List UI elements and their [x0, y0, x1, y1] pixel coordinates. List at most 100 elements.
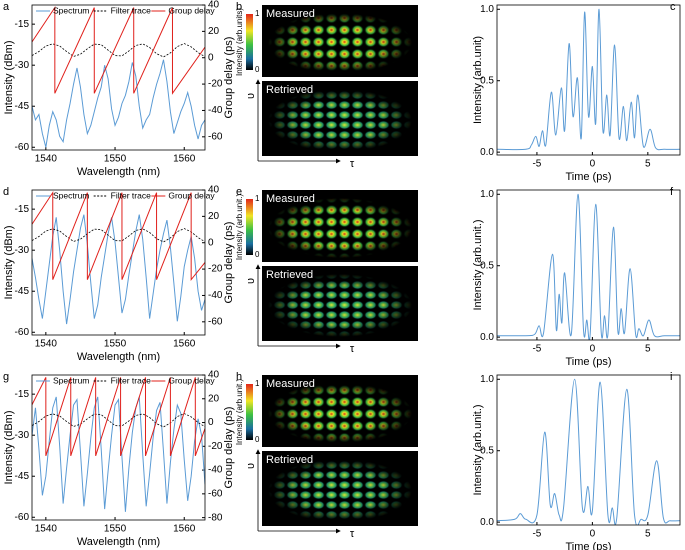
- plot-frame: [31, 4, 206, 151]
- x-tick-label: 1540: [35, 524, 58, 535]
- x-tick-label: 0: [590, 344, 596, 355]
- y2-tick-label: -20: [208, 441, 223, 452]
- y2-axis-label: Group delay (ps): [223, 37, 235, 119]
- y-tick-label: 0.0: [480, 517, 494, 528]
- y-tick-label: 1.0: [480, 4, 494, 15]
- series-group: [497, 378, 680, 525]
- x-tick-label: 0: [590, 159, 596, 170]
- y-tick-label: -60: [15, 327, 30, 338]
- legend-label: Filter trace: [111, 375, 151, 385]
- x-tick-label: 5: [645, 159, 651, 170]
- x-tick-label: 1550: [104, 339, 127, 350]
- x-axis-label: Wavelength (nm): [77, 166, 160, 178]
- panel-label: c: [670, 1, 676, 13]
- legend-label: Group delay: [168, 190, 215, 200]
- legend-label: Spectrum: [53, 375, 89, 385]
- y-tick-label: 1.0: [480, 189, 494, 200]
- series-line: [32, 228, 205, 243]
- y2-axis-label: Group delay (ps): [223, 407, 235, 489]
- y-axis-label: Intensity (dBm): [3, 411, 15, 485]
- x-tick-label: 1560: [173, 339, 196, 350]
- y-tick-label: -45: [15, 101, 30, 112]
- y2-tick-label: 20: [208, 26, 220, 37]
- series-line: [32, 59, 205, 148]
- y2-tick-label: 20: [208, 393, 220, 404]
- plot-frame: [31, 374, 206, 521]
- panel-label: b: [236, 1, 242, 13]
- y2-axis-label: Group delay (ps): [223, 222, 235, 304]
- y-tick-label: -45: [15, 286, 30, 297]
- series-line: [32, 43, 205, 58]
- y-axis-label: Intensity (arb.unit.): [472, 404, 484, 495]
- series-line: [32, 377, 205, 456]
- colorbar-label: Intensity (arb.unit.): [235, 194, 244, 261]
- panel-label: e: [236, 186, 242, 198]
- y2-tick-label: 40: [208, 0, 220, 11]
- y-axis-label: υ: [245, 463, 257, 469]
- colorbar-tick-label: 0: [255, 435, 260, 444]
- y-tick-label: 0.0: [480, 332, 494, 343]
- colorbar-tick-label: 1: [255, 194, 260, 203]
- x-axis-label: Wavelength (nm): [77, 536, 160, 548]
- x-tick-label: 0: [590, 529, 596, 540]
- plot: 1540 1550 1560 -15 -30 -45 -60 40 20 0 -20 -40 -60 Wa…: [3, 185, 235, 363]
- x-tick-label: 5: [645, 344, 651, 355]
- series-group: [497, 193, 680, 340]
- colorbar-tick-label: 0: [255, 250, 260, 259]
- legend-label: Group delay: [168, 5, 215, 15]
- panel-label: i: [670, 371, 672, 383]
- series-line: [32, 5, 205, 95]
- spectrogram-label: Retrieved: [266, 84, 313, 96]
- y-tick-label: -15: [15, 389, 30, 400]
- legend-label: Spectrum: [53, 190, 89, 200]
- x-axis-label: Time (ps): [565, 356, 611, 368]
- y-tick-label: -45: [15, 471, 30, 482]
- plot: 1540 1550 1560 -15 -30 -45 -60 40 20 0 -20 -40 -60 -8…: [3, 370, 235, 548]
- x-tick-label: -5: [532, 344, 541, 355]
- x-axis-label: τ: [350, 528, 355, 540]
- legend-label: Group delay: [168, 375, 215, 385]
- plot-frame: [496, 189, 681, 341]
- x-tick-label: 5: [645, 529, 651, 540]
- series-line: [32, 413, 205, 428]
- spectrogram: [268, 383, 412, 443]
- y2-tick-label: 40: [208, 370, 220, 381]
- y2-tick-label: -40: [208, 105, 223, 116]
- series-line: [32, 214, 205, 325]
- y-tick-label: -30: [15, 430, 30, 441]
- y2-tick-label: 40: [208, 185, 220, 196]
- y-axis-label: Intensity (dBm): [3, 41, 15, 115]
- panel-label: d: [3, 186, 9, 198]
- x-tick-label: -5: [532, 529, 541, 540]
- y-tick-label: -15: [15, 19, 30, 30]
- spectrogram-label: Measured: [266, 8, 315, 20]
- series-line: [497, 193, 680, 340]
- y2-tick-label: -80: [208, 512, 223, 523]
- x-axis-label: Time (ps): [565, 541, 611, 550]
- x-axis-label: Time (ps): [565, 171, 611, 183]
- colorbar: [246, 14, 253, 70]
- colorbar-tick-label: 1: [255, 379, 260, 388]
- x-axis-label: Wavelength (nm): [77, 351, 160, 363]
- y-tick-label: -30: [15, 60, 30, 71]
- y-axis-label: Intensity (arb.unit): [472, 36, 484, 124]
- x-axis-label: τ: [350, 343, 355, 355]
- y-tick-label: 0.5: [480, 75, 494, 86]
- spectrogram-panel: Measured Retrieved 1 0 Intensity (arb.unit.)…: [235, 190, 418, 355]
- y2-tick-label: -20: [208, 264, 223, 275]
- x-tick-label: 1560: [173, 154, 196, 165]
- y2-tick-label: 0: [208, 237, 214, 248]
- colorbar: [246, 199, 253, 255]
- x-axis-label: τ: [350, 158, 355, 170]
- y-tick-label: 0.5: [480, 260, 494, 271]
- legend-label: Filter trace: [111, 5, 151, 15]
- colorbar-label: Intensity (arb.unit.): [235, 379, 244, 446]
- series-line: [497, 8, 680, 151]
- x-tick-label: 1540: [35, 339, 58, 350]
- spectrogram: [268, 274, 412, 337]
- x-tick-label: -5: [532, 159, 541, 170]
- y2-tick-label: -40: [208, 465, 223, 476]
- plot: -5 0 5 0.0 0.5 1.0 Time (ps) Intensity (arb.uni…: [472, 4, 681, 183]
- spectrogram: [268, 198, 412, 258]
